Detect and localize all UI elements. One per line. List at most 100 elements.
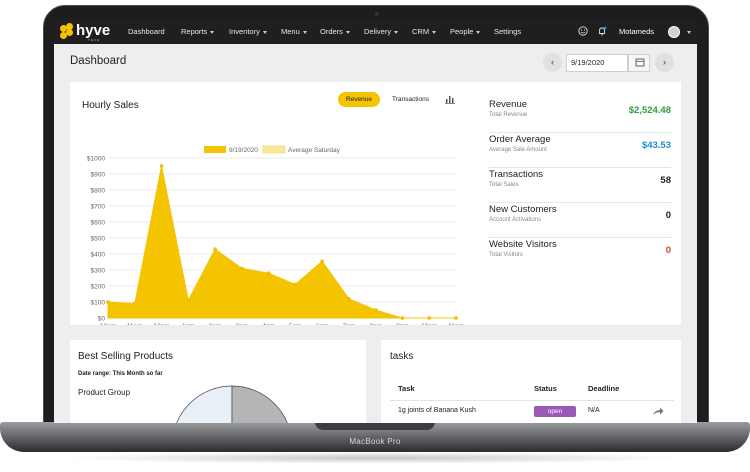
chevron-down-icon	[432, 30, 437, 34]
data-point	[239, 266, 244, 271]
date-input[interactable]: 9/19/2020	[566, 54, 628, 72]
x-tick-label: 11am	[127, 323, 143, 325]
data-point	[106, 300, 110, 304]
y-tick-label: $0	[98, 316, 106, 323]
product-pie-chart	[176, 385, 288, 423]
tasks-card: tasks Task Status Deadline 1g joints of …	[381, 340, 681, 423]
y-tick-label: $100	[91, 300, 106, 307]
chevron-down-icon	[210, 30, 215, 34]
page-title: Dashboard	[70, 55, 127, 67]
stat-label: Website Visitors	[489, 239, 557, 250]
product-group-label: Product Group	[78, 388, 131, 397]
x-tick-label: 10pm	[421, 323, 437, 325]
data-point	[454, 316, 458, 320]
hyve-logo[interactable]: hyve TECH	[60, 22, 112, 42]
series-area-9-19-2020	[107, 165, 456, 319]
x-tick-label: 5pm	[289, 323, 302, 325]
data-point	[132, 301, 137, 306]
data-point	[347, 296, 351, 301]
nav-item-settings[interactable]: Settings	[494, 27, 521, 36]
nav-item-orders[interactable]: Orders	[320, 27, 350, 36]
y-tick-label: $600	[91, 220, 106, 227]
stat-value: $43.53	[641, 140, 671, 151]
nav-item-label: CRM	[412, 27, 430, 36]
x-tick-label: 11pm	[448, 323, 464, 325]
stat-sub-label: Total Revenue	[489, 112, 528, 118]
best-selling-title: Best Selling Products	[78, 351, 174, 362]
nav-item-menu[interactable]: Menu	[281, 27, 307, 36]
stat-revenue: Revenue Total Revenue $2,524.48	[489, 99, 671, 133]
chevron-down-icon	[262, 30, 267, 34]
logo-dot-icon	[60, 32, 67, 39]
stat-value: 0	[665, 245, 671, 256]
task-deadline: N/A	[588, 407, 600, 414]
app-screen: hyve TECH Dashboard Reports Inventory Me…	[54, 20, 697, 423]
y-tick-label: $300	[91, 268, 106, 275]
bar-chart-icon[interactable]	[445, 94, 455, 104]
date-prev-button[interactable]: ‹	[543, 53, 562, 72]
user-menu-name[interactable]: Motameds	[619, 27, 655, 36]
data-point	[266, 271, 271, 276]
x-tick-label: 1pm	[182, 323, 195, 325]
pie-slice-a	[176, 385, 233, 423]
revenue-toggle[interactable]: Revenue	[338, 92, 380, 107]
nav-item-label: People	[450, 27, 474, 36]
data-point	[400, 316, 405, 320]
column-header-deadline[interactable]: Deadline	[588, 384, 620, 393]
date-range-label: Date range: This Month so far	[78, 371, 163, 377]
nav-item-label: Menu	[281, 27, 300, 36]
tasks-title: tasks	[390, 351, 414, 362]
y-tick-label: $1000	[87, 156, 105, 163]
logo-subtext: TECH	[88, 38, 101, 42]
task-name: 1g joints of Banana Kush	[398, 407, 476, 414]
avatar[interactable]	[668, 26, 680, 38]
nav-item-dashboard[interactable]: Dashboard	[128, 27, 165, 36]
nav-item-delivery[interactable]: Delivery	[364, 27, 399, 36]
column-header-status[interactable]: Status	[534, 384, 557, 393]
share-arrow-icon[interactable]	[652, 406, 664, 416]
x-tick-label: 3pm	[236, 323, 249, 325]
hourly-sales-chart: $0 $100 $200 $300 $400 $500 $600 $700 $800 $900 $1…	[87, 145, 464, 325]
x-tick-label: 9pm	[396, 323, 409, 325]
data-point	[186, 298, 191, 303]
laptop-shadow	[60, 452, 690, 464]
logo-dot-icon	[66, 23, 73, 30]
camera-icon	[375, 12, 379, 16]
y-tick-label: $900	[91, 172, 106, 179]
top-nav: hyve TECH Dashboard Reports Inventory Me…	[54, 20, 697, 44]
date-next-button[interactable]: ›	[655, 53, 674, 72]
chevron-down-icon[interactable]	[687, 31, 691, 34]
smiley-icon[interactable]	[578, 26, 588, 36]
nav-item-label: Reports	[181, 27, 208, 36]
transactions-toggle[interactable]: Transactions	[392, 96, 429, 103]
legend-label: 9/19/2020	[229, 147, 258, 154]
stat-value: $2,524.48	[628, 105, 671, 116]
device-label: MacBook Pro	[349, 437, 401, 446]
chevron-down-icon	[394, 30, 399, 34]
stat-sub-label: Total Visitors	[489, 252, 523, 258]
nav-item-reports[interactable]: Reports	[181, 27, 215, 36]
logo-dot-icon	[66, 29, 73, 36]
nav-item-label: Settings	[494, 27, 522, 36]
nav-item-inventory[interactable]: Inventory	[229, 27, 267, 36]
logo-text: hyve	[76, 22, 111, 39]
column-header-task[interactable]: Task	[398, 384, 415, 393]
bell-icon[interactable]	[597, 26, 607, 36]
logo-dot-icon	[60, 25, 67, 32]
nav-item-label: Delivery	[364, 27, 392, 36]
calendar-button[interactable]	[628, 54, 650, 72]
nav-item-crm[interactable]: CRM	[412, 27, 437, 36]
nav-item-label: Inventory	[229, 27, 260, 36]
laptop-base	[0, 422, 750, 452]
stat-sub-label: Account Activations	[489, 217, 542, 223]
status-badge: open	[534, 406, 576, 417]
chevron-down-icon	[345, 30, 350, 34]
y-tick-label: $800	[91, 188, 106, 195]
stat-label: Transactions	[489, 169, 544, 180]
x-tick-label: 7pm	[343, 323, 356, 325]
stat-website-visitors: Website Visitors Total Visitors 0	[489, 239, 671, 273]
x-tick-label: 12pm	[153, 323, 169, 325]
stat-label: Order Average	[489, 134, 551, 145]
stat-sub-label: Total Sales	[489, 182, 519, 188]
nav-item-people[interactable]: People	[450, 27, 481, 36]
